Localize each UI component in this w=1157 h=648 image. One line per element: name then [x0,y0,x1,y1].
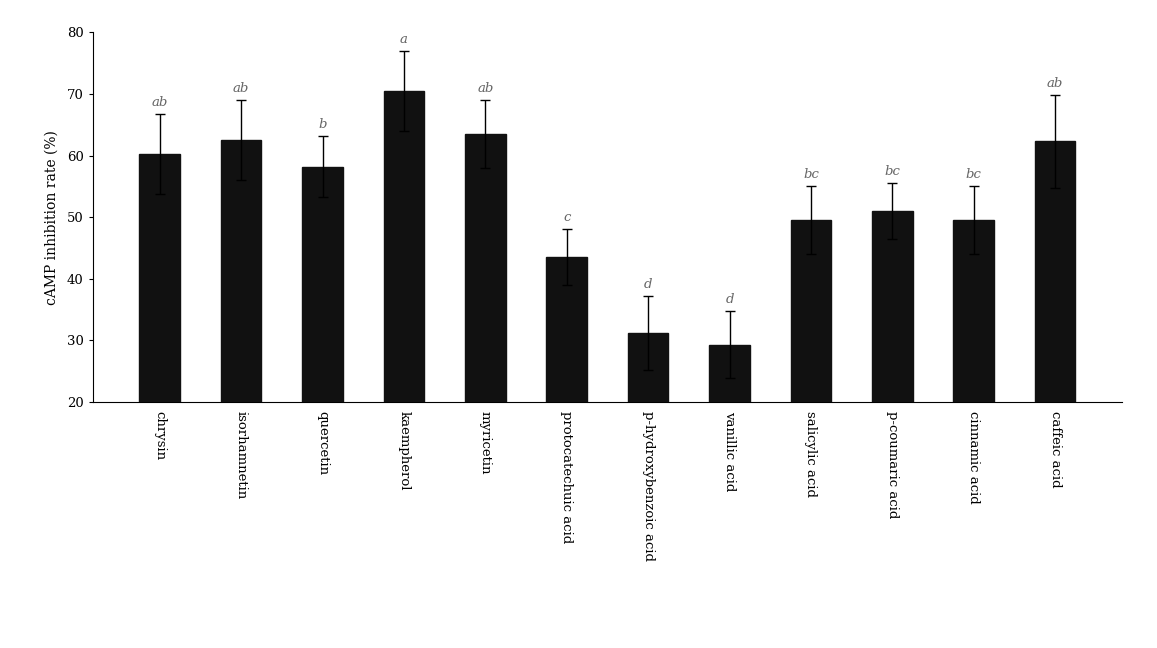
Text: ab: ab [1047,77,1063,90]
Y-axis label: cAMP inhibition rate (%): cAMP inhibition rate (%) [44,130,58,305]
Bar [790,220,831,402]
Bar [1034,141,1076,402]
Bar [872,211,913,402]
Text: a: a [400,33,408,46]
Text: ab: ab [477,82,494,95]
Text: d: d [644,278,653,291]
Bar [953,220,994,402]
Bar [302,167,342,402]
Bar [546,257,587,402]
Text: c: c [563,211,570,224]
Text: ab: ab [233,82,249,95]
Text: bc: bc [966,168,981,181]
Bar [384,91,425,402]
Bar [139,154,180,402]
Bar [465,134,506,402]
Text: bc: bc [803,168,819,181]
Text: bc: bc [884,165,900,178]
Text: b: b [318,118,326,131]
Text: ab: ab [152,96,168,109]
Bar [221,140,261,402]
Bar [628,333,669,402]
Bar [709,345,750,402]
Text: d: d [725,293,734,306]
